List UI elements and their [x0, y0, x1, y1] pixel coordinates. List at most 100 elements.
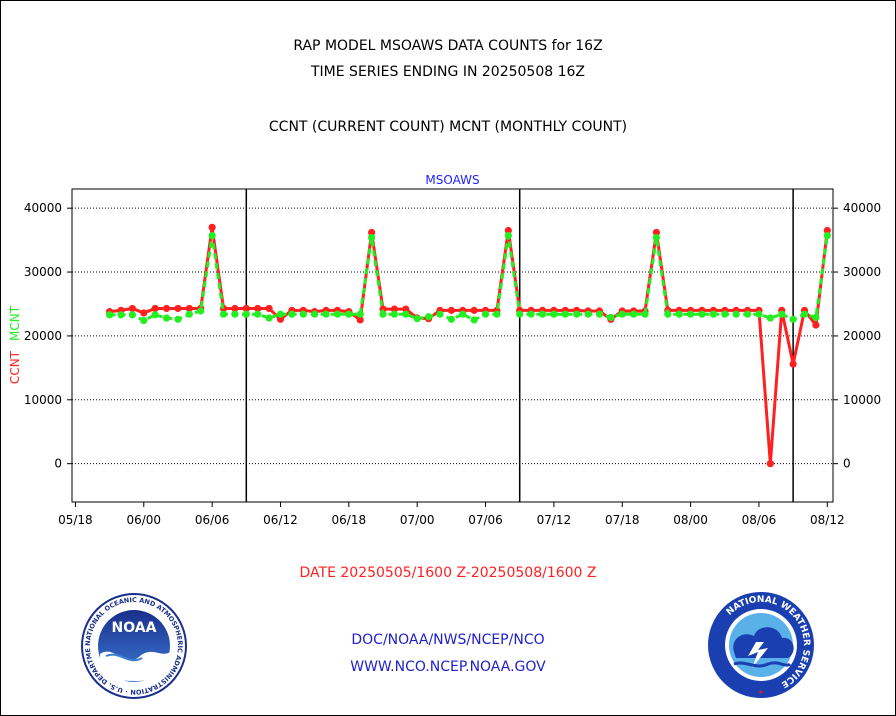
date-range-label: DATE 20250505/1600 Z-20250508/1600 Z — [299, 565, 597, 581]
y-tick-label-right: 40000 — [843, 201, 881, 215]
data-point-mcnt — [755, 310, 763, 318]
data-point-mcnt — [516, 310, 524, 318]
data-point-mcnt — [595, 310, 604, 318]
website-label: WWW.NCO.NCEP.NOAA.GOV — [350, 659, 546, 675]
y-axis-label-ccnt: CCNT — [8, 350, 22, 384]
data-point-mcnt — [675, 310, 683, 318]
chart-title-line-2: TIME SERIES ENDING IN 20250508 16Z — [311, 64, 585, 80]
data-point-mcnt — [630, 310, 638, 318]
data-point-mcnt — [584, 310, 592, 318]
data-point-mcnt — [732, 310, 740, 318]
data-point-mcnt — [470, 316, 478, 324]
series-line-mcnt — [109, 234, 829, 323]
y-tick-label-left: 30000 — [24, 265, 62, 279]
data-point-mcnt — [322, 310, 330, 318]
y-tick-label-left: 0 — [54, 457, 62, 471]
data-point-ccnt — [265, 304, 273, 313]
series-line-ccnt — [109, 225, 829, 466]
data-point-mcnt — [231, 310, 239, 318]
chart-subtitle: MSOAWS — [425, 173, 479, 187]
data-point-mcnt — [493, 310, 501, 318]
data-point-ccnt — [162, 304, 171, 313]
y-tick-label-right: 20000 — [843, 329, 881, 343]
data-point-mcnt — [185, 310, 193, 318]
data-point-mcnt — [618, 310, 626, 318]
data-point-mcnt — [778, 310, 786, 318]
data-point-mcnt — [402, 310, 410, 318]
x-tick-label: 06/00 — [126, 513, 161, 527]
data-point-mcnt — [538, 310, 547, 318]
data-point-ccnt — [368, 228, 376, 237]
plot-area-border — [71, 188, 834, 503]
x-tick-label: 06/06 — [195, 513, 230, 527]
noaa-center-text: NOAA — [112, 620, 157, 636]
x-tick-label: 07/12 — [537, 513, 572, 527]
data-point-mcnt — [254, 310, 262, 318]
data-point-mcnt — [743, 310, 752, 318]
data-point-mcnt — [527, 310, 535, 318]
data-point-mcnt — [800, 310, 809, 318]
data-point-ccnt — [652, 228, 661, 237]
y-tick-label-right: 10000 — [843, 393, 881, 407]
data-point-mcnt — [265, 314, 273, 322]
data-point-mcnt — [174, 315, 182, 323]
x-tick-label: 08/00 — [673, 513, 708, 527]
org-label: DOC/NOAA/NWS/NCEP/NCO — [351, 632, 545, 648]
x-tick-label: 07/18 — [605, 513, 640, 527]
data-point-ccnt — [823, 226, 831, 235]
data-point-mcnt — [664, 310, 672, 318]
data-point-mcnt — [197, 307, 205, 315]
data-point-ccnt — [151, 304, 159, 313]
data-point-mcnt — [288, 310, 296, 318]
data-point-mcnt — [436, 310, 444, 318]
data-point-mcnt — [311, 310, 319, 318]
y-tick-label-left: 40000 — [24, 201, 62, 215]
data-point-mcnt — [607, 313, 615, 321]
data-point-mcnt — [345, 310, 353, 318]
x-tick-label: 07/00 — [400, 513, 435, 527]
data-point-mcnt — [390, 310, 398, 318]
data-point-mcnt — [413, 315, 421, 323]
data-point-ccnt — [276, 315, 285, 323]
data-point-mcnt — [117, 311, 125, 319]
y-tick-label-left: 10000 — [24, 393, 62, 407]
data-point-mcnt — [299, 310, 307, 318]
data-point-mcnt — [333, 310, 342, 318]
data-point-ccnt — [504, 226, 512, 235]
data-point-ccnt — [231, 304, 239, 313]
data-point-mcnt — [641, 310, 649, 318]
data-point-mcnt — [698, 310, 706, 318]
data-point-mcnt — [368, 233, 376, 242]
data-point-mcnt — [162, 314, 171, 322]
data-point-mcnt — [356, 310, 364, 318]
x-tick-label: 07/06 — [468, 513, 503, 527]
data-point-mcnt — [812, 313, 820, 321]
data-point-ccnt — [254, 304, 262, 313]
chart-title-line-3: CCNT (CURRENT COUNT) MCNT (MONTHLY COUNT… — [268, 119, 628, 135]
data-point-mcnt — [208, 232, 216, 240]
data-point-mcnt — [652, 233, 661, 242]
y-tick-label-right: 30000 — [843, 265, 881, 279]
data-point-ccnt — [789, 360, 797, 368]
x-tick-label: 08/06 — [742, 513, 777, 527]
data-point-mcnt — [561, 310, 569, 318]
data-point-mcnt — [686, 310, 695, 318]
x-tick-label: 06/12 — [263, 513, 298, 527]
x-tick-label: 05/18 — [58, 513, 93, 527]
data-point-mcnt — [550, 310, 558, 318]
y-tick-label-left: 20000 — [24, 329, 62, 343]
data-point-mcnt — [573, 310, 581, 318]
data-point-mcnt — [766, 314, 774, 322]
data-point-mcnt — [789, 315, 797, 323]
data-point-mcnt — [140, 316, 148, 325]
data-point-ccnt — [766, 460, 774, 468]
data-point-mcnt — [242, 310, 250, 318]
chart-title-line-1: RAP MODEL MSOAWS DATA COUNTS for 16Z — [293, 38, 603, 54]
data-point-mcnt — [447, 315, 455, 323]
data-point-mcnt — [379, 310, 387, 318]
y-tick-label-right: 0 — [843, 457, 851, 471]
data-point-ccnt — [208, 223, 216, 231]
data-point-mcnt — [105, 311, 114, 319]
data-point-mcnt — [276, 310, 285, 318]
